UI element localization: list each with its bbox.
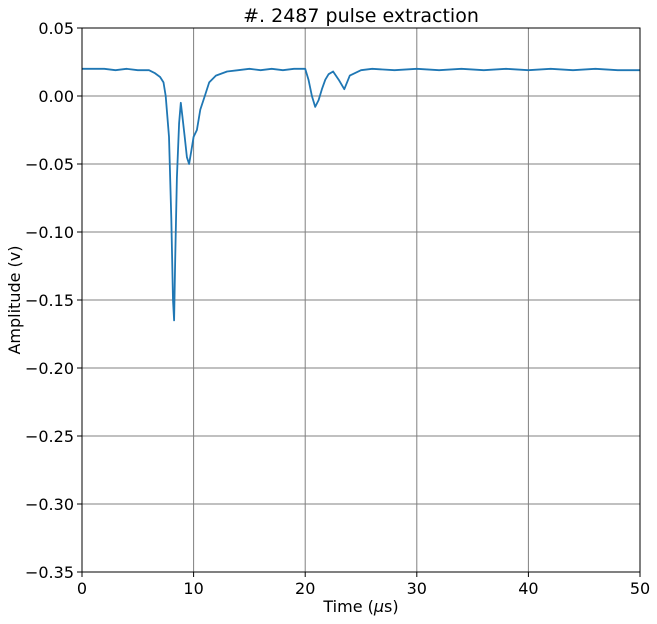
y-tick-label: −0.10: [25, 223, 74, 242]
x-axis-label-symbol: μ: [373, 597, 384, 616]
tick-labels: 0 10 20 30 40 50 0.05 0.00 −0.05 −0.10 −0.15 −0.20 −…: [25, 19, 650, 598]
grid: [81, 27, 641, 573]
x-axis-label-prefix: Time (: [322, 597, 373, 616]
y-tick-label: −0.30: [25, 495, 74, 514]
y-tick-label: −0.25: [25, 427, 74, 446]
x-tick-label: 30: [407, 579, 427, 598]
x-axis-label: Time (μs): [322, 597, 398, 616]
x-tick-label: 40: [518, 579, 538, 598]
x-axis-label-suffix: s): [384, 597, 399, 616]
tick-marks: [77, 27, 641, 577]
y-tick-label: −0.05: [25, 155, 74, 174]
x-tick-label: 50: [630, 579, 650, 598]
x-tick-label: 20: [295, 579, 315, 598]
series-group: [82, 67, 640, 322]
y-tick-label: −0.15: [25, 291, 74, 310]
y-tick-label: −0.20: [25, 359, 74, 378]
y-tick-label: −0.35: [25, 563, 74, 582]
x-tick-label: 0: [77, 579, 87, 598]
y-tick-label: 0.00: [38, 87, 74, 106]
chart-title: #. 2487 pulse extraction: [243, 5, 479, 27]
series-line: [82, 67, 640, 322]
y-axis-label: Amplitude (v): [5, 245, 24, 354]
y-tick-label: 0.05: [38, 19, 74, 38]
x-tick-label: 10: [183, 579, 203, 598]
